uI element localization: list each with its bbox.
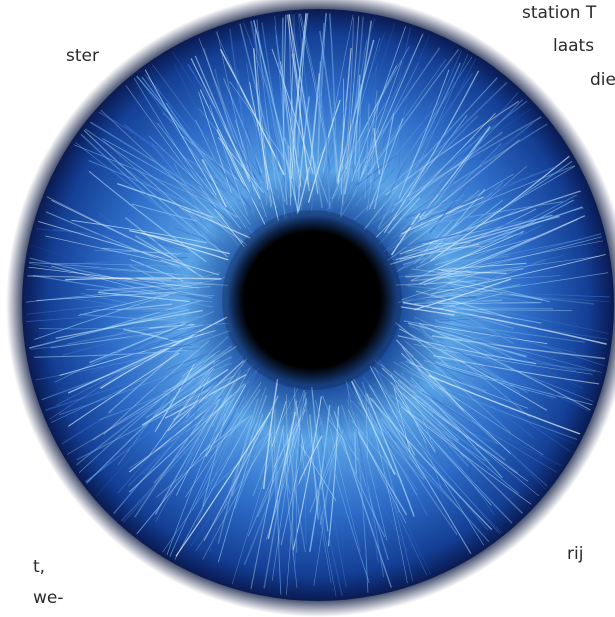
text-fragment: we- <box>33 588 64 608</box>
text-fragment: ster <box>66 46 99 66</box>
text-fragment: rij <box>567 544 583 564</box>
pupil <box>222 210 402 390</box>
text-fragment: t, <box>33 557 45 577</box>
page: ster station T laats die rij t, we- (() … <box>0 0 615 617</box>
text-fragment: die <box>590 70 615 90</box>
text-fragment: laats <box>553 36 594 56</box>
text-fragment: station T <box>522 3 596 23</box>
iris-image <box>0 0 615 617</box>
